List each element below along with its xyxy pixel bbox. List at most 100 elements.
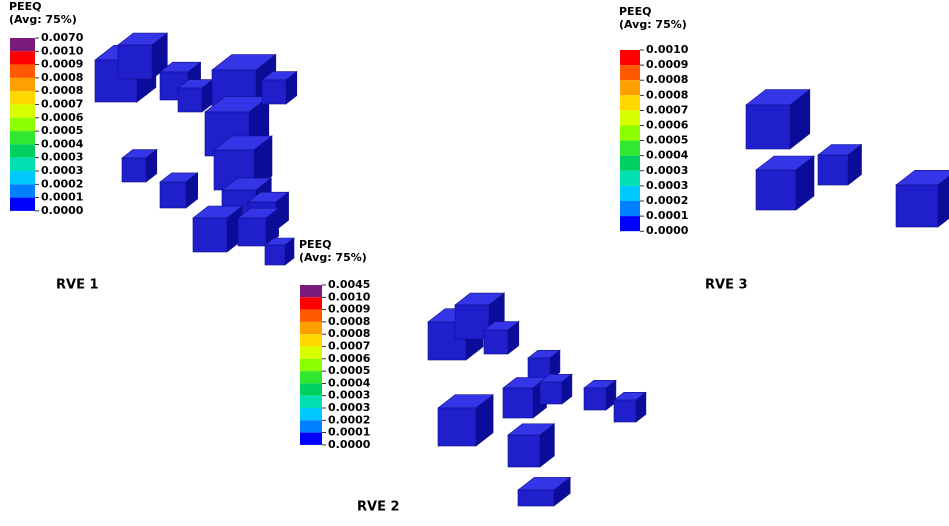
legend-label: 0.0003: [328, 389, 370, 402]
voxel-front: [238, 218, 266, 246]
legend-label: 0.0004: [646, 149, 689, 162]
legend-label: 0.0000: [41, 204, 84, 217]
legend-label: 0.0002: [328, 413, 370, 426]
color-band: [10, 78, 35, 91]
panel-label: RVE 3: [705, 278, 748, 293]
legend-average: (Avg: 75%): [619, 18, 687, 31]
legend-label: 0.0001: [41, 191, 83, 204]
color-band: [10, 131, 35, 144]
legend-label: 0.0007: [646, 103, 688, 116]
color-band: [300, 322, 322, 334]
color-band: [300, 420, 322, 432]
voxel-front: [746, 105, 790, 149]
color-band: [300, 359, 322, 371]
voxel-front: [518, 490, 554, 506]
legend-label: 0.0001: [328, 426, 370, 439]
legend-label: 0.0004: [328, 376, 371, 389]
legend-label: 0.0070: [41, 31, 84, 44]
legend-label: 0.0009: [328, 303, 370, 316]
color-band: [620, 80, 640, 95]
color-band: [10, 198, 35, 211]
legend-label: 0.0009: [646, 58, 688, 71]
color-band: [300, 347, 322, 359]
color-band: [10, 51, 35, 64]
color-band: [300, 334, 322, 346]
color-band: [620, 141, 640, 156]
legend-label: 0.0008: [328, 327, 370, 340]
legend-label: 0.0004: [41, 137, 84, 150]
legend-label: 0.0008: [328, 315, 370, 328]
legend-label: 0.0007: [41, 98, 83, 111]
voxel-front: [122, 158, 146, 182]
color-band: [620, 186, 640, 201]
legend-label: 0.0010: [328, 290, 371, 303]
legend-label: 0.0007: [328, 340, 370, 353]
legend-label: 0.0008: [41, 84, 83, 97]
voxel-front: [484, 330, 508, 354]
legend-label: 0.0002: [646, 194, 688, 207]
legend-label: 0.0008: [646, 73, 688, 86]
legend-label: 0.0006: [646, 119, 689, 132]
legend-label: 0.0009: [41, 58, 83, 71]
legend-label: 0.0006: [41, 111, 84, 124]
voxel-front: [193, 218, 227, 252]
voxel-front: [503, 388, 533, 418]
color-band: [10, 118, 35, 131]
voxel-front: [265, 245, 285, 265]
voxel-front: [896, 185, 938, 227]
color-band: [10, 105, 35, 118]
legend-label: 0.0003: [646, 179, 688, 192]
color-band: [620, 95, 640, 110]
voxel-front: [118, 45, 152, 79]
legend-title: PEEQ: [619, 5, 651, 18]
color-band: [10, 144, 35, 157]
voxel-front: [262, 80, 286, 104]
color-band: [620, 201, 640, 216]
color-band: [300, 408, 322, 420]
voxel-front: [756, 170, 796, 210]
legend-label: 0.0008: [41, 71, 83, 84]
color-band: [620, 126, 640, 141]
legend-label: 0.0000: [646, 224, 689, 237]
color-band: [620, 110, 640, 125]
color-band: [620, 216, 640, 231]
color-band: [620, 156, 640, 171]
legend-label: 0.0000: [328, 438, 371, 451]
voxel-front: [508, 435, 540, 467]
color-band: [10, 158, 35, 171]
legend-label: 0.0005: [646, 134, 688, 147]
legend-label: 0.0010: [646, 43, 689, 56]
legend-label: 0.0005: [328, 364, 370, 377]
voxel-front: [438, 408, 476, 446]
color-band: [620, 171, 640, 186]
legend-label: 0.0008: [646, 88, 688, 101]
legend-label: 0.0045: [328, 278, 370, 291]
legend-label: 0.0006: [328, 352, 371, 365]
color-band: [300, 371, 322, 383]
panel-label: RVE 2: [357, 500, 400, 515]
color-band: [300, 285, 322, 297]
voxel-front: [178, 88, 202, 112]
color-band: [300, 297, 322, 309]
legend-title: PEEQ: [9, 0, 41, 13]
color-band: [300, 396, 322, 408]
voxel-front: [160, 182, 186, 208]
voxel-front: [818, 155, 848, 185]
legend-label: 0.0003: [646, 164, 688, 177]
voxel-renders: [95, 33, 949, 506]
legend-label: 0.0001: [646, 209, 688, 222]
legend-average: (Avg: 75%): [299, 251, 367, 264]
color-band: [300, 433, 322, 445]
figure: PEEQ(Avg: 75%)0.00700.00100.00090.00080.…: [0, 0, 949, 526]
color-band: [10, 91, 35, 104]
color-band: [300, 310, 322, 322]
panel-label: RVE 1: [56, 278, 99, 293]
legend-title: PEEQ: [299, 238, 331, 251]
legend-label: 0.0005: [41, 124, 83, 137]
voxel-front: [540, 382, 562, 404]
legend-label: 0.0003: [41, 164, 83, 177]
voxel-front: [584, 388, 606, 410]
color-band: [10, 38, 35, 51]
color-band: [10, 65, 35, 78]
legend-average: (Avg: 75%): [9, 13, 77, 26]
